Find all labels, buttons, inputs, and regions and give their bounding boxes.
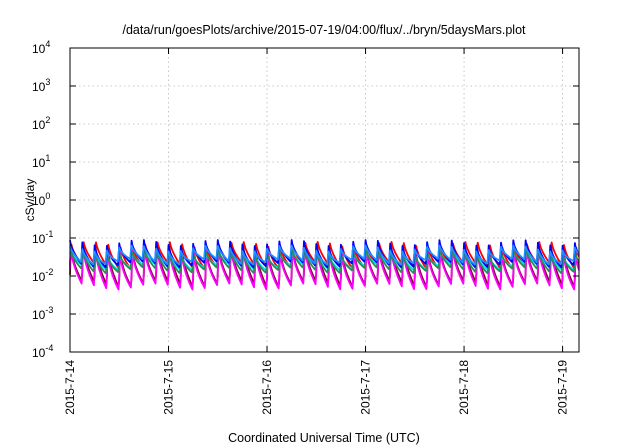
y-tick-label: 10-3 [32, 305, 53, 322]
y-tick-label: 100 [32, 191, 50, 208]
y-tick-label: 104 [32, 39, 50, 56]
series-line-6 [69, 239, 580, 269]
y-tick-label: 10-1 [32, 229, 53, 246]
y-tick-label: 103 [32, 77, 50, 94]
y-tick-label: 10-2 [32, 267, 53, 284]
series-line-3 [69, 245, 580, 291]
y-tick-label: 101 [32, 153, 50, 170]
chart-title: /data/run/goesPlots/archive/2015-07-19/0… [122, 23, 526, 37]
x-tick-label: 2015-7-17 [359, 360, 373, 415]
x-tick-label: 2015-7-19 [556, 360, 570, 415]
x-axis-label: Coordinated Universal Time (UTC) [228, 431, 420, 445]
y-tick-label: 102 [32, 115, 50, 132]
x-tick-label: 2015-7-15 [162, 360, 176, 415]
x-axis: 2015-7-14 2015-7-15 2015-7-16 2015-7-17 2015… [63, 48, 570, 415]
series-line-7 [69, 244, 580, 266]
plot-lines [69, 239, 580, 291]
gridlines [70, 48, 579, 352]
y-axis: 10-4 10-3 10-2 10-1 100 101 102 103 104 [32, 39, 579, 360]
x-tick-label: 2015-7-14 [63, 360, 77, 415]
y-axis-label: cSv/day [23, 179, 37, 222]
y-tick-label: 10-4 [32, 343, 53, 360]
x-tick-label: 2015-7-18 [457, 360, 471, 415]
x-tick-label: 2015-7-16 [260, 360, 274, 415]
series-line-5 [69, 249, 580, 275]
